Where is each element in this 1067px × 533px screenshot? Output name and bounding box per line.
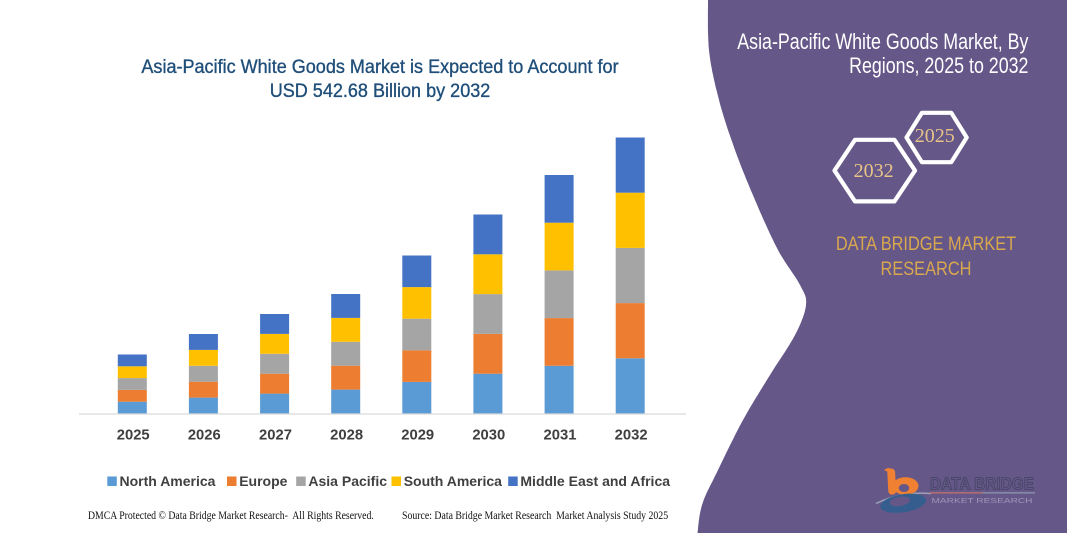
svg-text:North America: North America (120, 473, 216, 489)
svg-text:2030: 2030 (472, 428, 505, 444)
svg-text:2025: 2025 (117, 428, 150, 444)
svg-text:2032: 2032 (615, 428, 648, 444)
svg-text:2028: 2028 (330, 428, 363, 444)
svg-text:Asia Pacific: Asia Pacific (308, 473, 387, 489)
svg-text:2026: 2026 (188, 428, 221, 444)
svg-text:MARKET RESEARCH: MARKET RESEARCH (932, 496, 1033, 505)
svg-text:2031: 2031 (544, 428, 577, 444)
svg-text:DATA BRIDGE: DATA BRIDGE (930, 474, 1034, 494)
svg-text:2027: 2027 (259, 428, 292, 444)
svg-text:2029: 2029 (401, 428, 434, 444)
svg-text:Europe: Europe (239, 473, 287, 489)
svg-text:South America: South America (404, 473, 502, 489)
svg-text:Middle East and Africa: Middle East and Africa (520, 473, 670, 489)
